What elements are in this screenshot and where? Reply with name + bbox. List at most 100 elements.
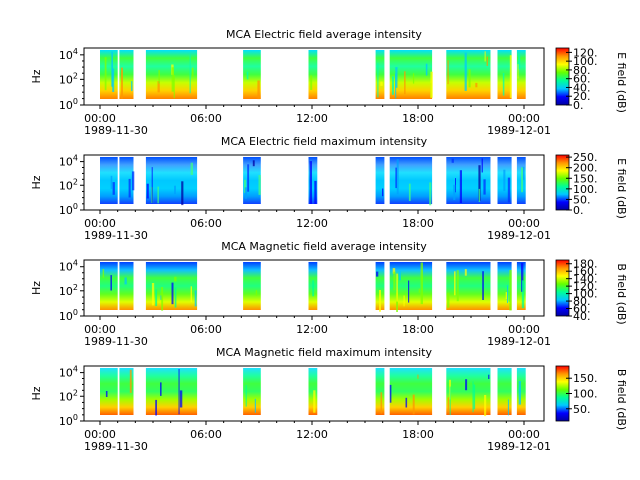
spectrogram-streak [396,293,398,312]
spectrogram-streak [522,166,525,180]
spectrogram-streak [174,276,177,282]
y-axis-label: Hz [30,386,43,400]
spectrogram-streak [246,71,249,80]
spectrogram-streak [464,269,467,276]
plot-frame [83,259,545,317]
x-tick-label: 06:00 [190,323,222,336]
spectrogram-streak [412,394,415,415]
spectrogram-streak [468,69,471,88]
spectrogram-streak [173,75,175,99]
spectrogram-streak [174,287,177,308]
colorbar-tick-label: 80. [573,295,591,308]
panel-3: MCA Magnetic field average intensity 100 1… [30,240,628,348]
spectrogram-streak [129,369,132,393]
spectrogram-segment [308,157,318,204]
spectrogram-streak [190,162,193,175]
colorbar [555,154,570,211]
spectrogram-streak [124,277,127,285]
spectrogram-segment [375,368,385,415]
spectrogram-streak [157,186,159,204]
colorbar-label: E field (dB) [615,158,628,219]
spectrogram-streak [309,161,312,204]
y-tick-label: 100 [59,413,78,428]
spectrogram-streak [456,270,459,302]
spectrogram-streak [112,68,115,92]
spectrogram-streak [104,57,107,91]
colorbar-tick-label: 180. [573,258,598,271]
y-tick-label: 104 [59,47,78,62]
x-tick-label: 12:00 [296,217,328,230]
y-tick-label: 104 [59,365,78,380]
spectrogram-streak [160,295,162,300]
spectrogram-segment [243,50,261,99]
spectrogram-segment [308,368,318,415]
spectrogram-streak [484,51,486,62]
spectrogram-streak [503,169,506,192]
spectrogram-streak [310,75,313,90]
colorbar-tick-label: 60. [573,303,591,316]
spectrogram-streak [312,280,315,297]
x-tick-label: 00:00 [84,323,116,336]
spectrogram-streak [391,76,394,95]
spectrogram-segment [119,262,134,310]
spectrogram-streak [376,271,379,277]
colorbar-tick-label: 0. [573,204,584,217]
spectrogram-streak [174,185,176,195]
spectrogram-streak [482,271,484,300]
spectrogram-streak [486,56,488,66]
spectrogram-streak [478,188,481,202]
spectrogram-streak [449,386,451,416]
colorbar-tick-label: 120. [573,46,598,59]
x-date-label-start: 1989-11-30 [84,440,148,453]
spectrogram-streak [396,273,398,302]
spectrogram-streak [484,395,487,417]
spectrogram-streak [389,384,392,403]
x-tick-label: 18:00 [402,217,434,230]
spectrogram-streak [447,397,450,412]
x-date-label-start: 1989-11-30 [84,335,148,348]
spectrogram-segment [375,262,385,310]
spectrogram-streak [190,286,192,303]
colorbar-tick-label: 100. [573,55,598,68]
spectrogram-segment [119,157,134,204]
x-tick-label: 00:00 [84,112,116,125]
y-axis-label: Hz [30,281,43,295]
y-tick-label: 104 [59,154,78,169]
spectrogram-segment [145,157,198,204]
spectrogram-segment [243,368,261,415]
spectrogram-streak [379,290,381,312]
spectrogram-segment [145,368,198,415]
colorbar-tick-label: 250. [573,151,598,164]
x-date-label-end: 1989-12-01 [487,229,551,242]
colorbar-tick-label: 150. [573,372,598,385]
y-tick-label: 102 [59,283,78,298]
spectrogram-streak [155,289,158,307]
x-tick-label: 06:00 [190,428,222,441]
y-tick-label: 102 [59,71,78,86]
spectrogram-segment [100,262,118,310]
spectrogram-streak [254,398,256,413]
spectrogram-streak [155,399,157,416]
spectrogram-streak [425,63,428,76]
spectrogram-streak [112,182,115,195]
colorbar-label: E field (dB) [615,52,628,113]
spectrogram-streak [313,390,316,413]
spectrogram-streak [121,67,123,99]
spectrogram-streak [258,175,261,195]
spectrogram-streak [429,182,432,206]
x-tick-label: 12:00 [296,323,328,336]
spectrogram-streak [160,382,162,396]
colorbar-tick-label: 0. [573,99,584,112]
x-tick-label: 12:00 [296,112,328,125]
spectrogram-segment [243,262,261,310]
colorbar-tick-label: 100. [573,183,598,196]
spectrogram-segment [389,368,433,415]
spectrogram-streak [455,178,456,193]
spectrogram-segment [497,368,512,415]
spectrogram-streak [171,67,174,92]
spectrogram-streak [181,181,184,206]
spectrogram-segment [446,50,491,99]
spectrogram-streak [194,290,197,307]
x-tick-label: 18:00 [402,428,434,441]
colorbar-label: B field (dB) [615,263,628,324]
